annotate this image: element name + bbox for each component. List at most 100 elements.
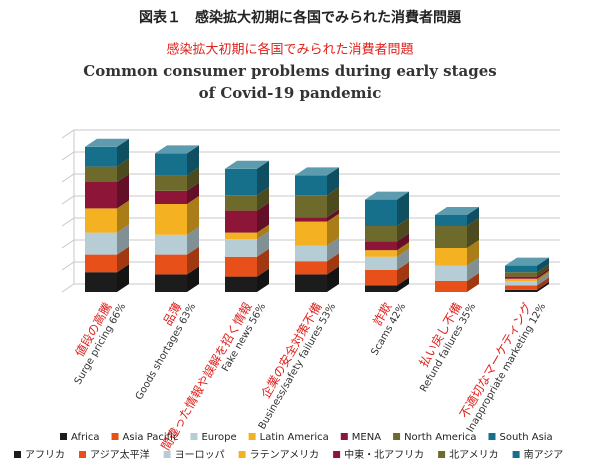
bar-segment	[365, 285, 397, 292]
legend-label: Latin America	[260, 432, 329, 443]
legend-label: Europe	[201, 432, 236, 443]
bar-segment-side	[467, 257, 479, 281]
bar-segment-side	[537, 281, 549, 292]
bar-segment-side	[117, 264, 129, 292]
bar-segment-side	[397, 277, 409, 292]
bar-segment-side	[397, 242, 409, 257]
bar-segment-side	[257, 268, 269, 292]
bar-segment	[155, 234, 187, 255]
bar-segment	[155, 254, 187, 275]
legend-swatch-ja	[438, 451, 446, 458]
bar-segment-side	[537, 264, 549, 277]
bar-segment-top	[155, 145, 199, 154]
bar-segment-side	[397, 218, 409, 242]
bar-segment-side	[187, 196, 199, 235]
bar-segment-top	[505, 257, 549, 266]
bar-segment	[295, 274, 327, 292]
bar-segment-side	[537, 273, 549, 286]
legend-swatch	[393, 433, 401, 440]
bar-segment-side	[467, 218, 479, 248]
bar-segment-side	[327, 253, 339, 275]
legend-swatch-ja	[512, 451, 520, 458]
bar-segment	[225, 168, 257, 196]
bar-segment-side	[537, 270, 549, 281]
bar-segment-side	[537, 257, 549, 273]
bar-segment-side	[467, 273, 479, 292]
legend-swatch-ja	[238, 451, 246, 458]
bar-segment-side	[467, 240, 479, 266]
bar-segment	[365, 241, 397, 251]
bar-segment	[295, 217, 327, 222]
bar-segment-top	[225, 160, 269, 169]
bar-segment	[505, 265, 537, 273]
bar-segment-top	[295, 167, 339, 176]
bar-segment	[225, 239, 257, 257]
bar-segment	[225, 256, 257, 277]
bar-segment-side	[327, 213, 339, 246]
legend-label-ja: ヨーロッパ	[175, 449, 225, 461]
bar-segment-side	[187, 167, 199, 191]
bar-segment	[505, 281, 537, 286]
category-label-en: Inappropriate marketing 12%	[465, 302, 548, 435]
legend-label: Africa	[71, 432, 100, 443]
bar-segment-side	[327, 187, 339, 218]
legend-label: North America	[404, 432, 476, 443]
bar-segment-top	[85, 138, 129, 147]
bar-segment	[505, 278, 537, 281]
bar-segment-side	[257, 224, 269, 240]
legend-swatch-ja	[333, 451, 341, 458]
legend-label: Asia Pacific	[123, 432, 179, 443]
bar-segment-side	[327, 237, 339, 262]
legend-swatch-ja	[14, 451, 21, 458]
bar-segment	[435, 226, 467, 248]
chart-title: 図表１ 感染拡大初期に各国でみられた消費者問題	[139, 9, 462, 26]
bar-segment-side	[327, 209, 339, 222]
bar-segment	[505, 285, 537, 290]
legend-swatch	[488, 433, 496, 440]
subtitle-ja: 感染拡大初期に各国でみられた消費者問題	[166, 42, 413, 58]
bar-segment-side	[467, 207, 479, 226]
bar-segment	[365, 250, 397, 257]
bar-segment-side	[187, 266, 199, 292]
bar-segment	[365, 256, 397, 270]
bar-segment	[295, 195, 327, 218]
bar-segment-side	[187, 246, 199, 275]
bar-segment	[295, 221, 327, 246]
bar-segment	[365, 199, 397, 226]
legend-swatch-ja	[163, 451, 171, 458]
bar-segment	[155, 204, 187, 235]
legend-label-ja: 北アメリカ	[449, 449, 499, 461]
bar-segment-side	[327, 266, 339, 292]
legend-swatch	[248, 433, 256, 440]
bar-segment	[435, 281, 467, 292]
legend-label: South Asia	[499, 432, 552, 443]
bar-segment	[505, 272, 537, 277]
bar-segment-side	[257, 187, 269, 211]
bar-segment	[505, 276, 537, 279]
bar-segment	[505, 289, 537, 292]
subtitle-en-box: Common consumer problems during early st…	[83, 62, 497, 102]
bar-segment-side	[397, 233, 409, 251]
bar-segment	[85, 182, 117, 209]
bar-segment	[85, 232, 117, 255]
legend-swatch	[60, 433, 67, 440]
legend-swatch	[111, 433, 119, 440]
bar-segment-side	[117, 224, 129, 255]
bar-segment	[435, 248, 467, 266]
subtitle-en: Common consumer problems during early st…	[83, 62, 497, 102]
bar-segment	[155, 153, 187, 176]
legend-label-ja: アジア太平洋	[90, 448, 150, 461]
legend-label: MENA	[352, 432, 381, 443]
bar-segment	[365, 270, 397, 286]
bar-segment-side	[397, 248, 409, 270]
legend-label-ja: ラテンアメリカ	[250, 449, 320, 461]
bar-segment-side	[257, 231, 269, 257]
bar-segment	[155, 274, 187, 292]
bar-segment-side	[257, 248, 269, 277]
bar-segment-side	[537, 268, 549, 279]
bar-segment	[365, 226, 397, 242]
legend-swatch	[340, 433, 348, 440]
bar-segment	[225, 195, 257, 211]
bar-segment	[295, 245, 327, 262]
bar-segment-side	[117, 138, 129, 167]
